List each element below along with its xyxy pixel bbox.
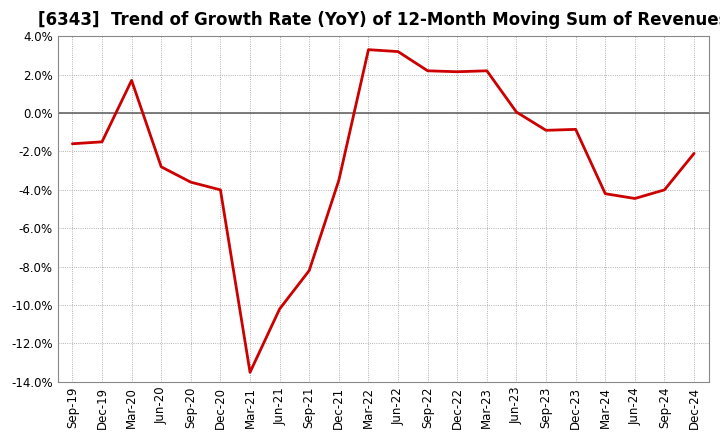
Title: [6343]  Trend of Growth Rate (YoY) of 12-Month Moving Sum of Revenues: [6343] Trend of Growth Rate (YoY) of 12-… — [38, 11, 720, 29]
